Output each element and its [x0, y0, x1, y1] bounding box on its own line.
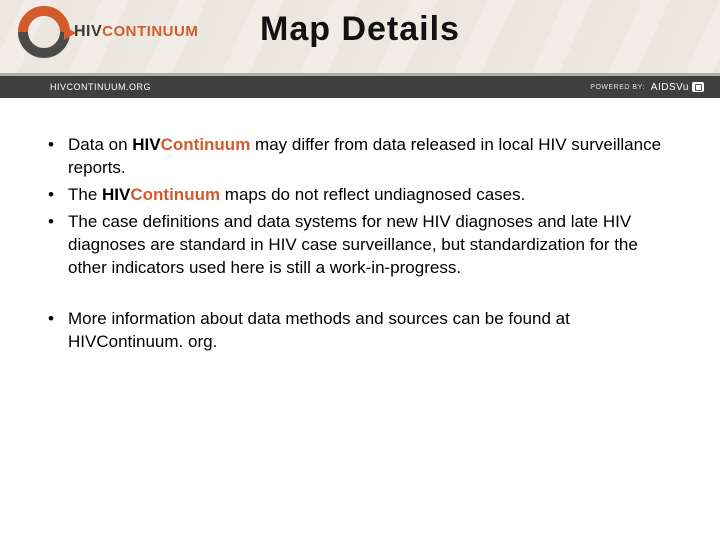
subbar-site: HIVCONTINUUM.ORG	[50, 82, 151, 92]
bullet-item: Data on HIVContinuum may differ from dat…	[44, 134, 676, 180]
aidsvu-text: AIDSVu	[651, 82, 689, 93]
text-segment: The	[68, 185, 102, 204]
bullet-list-1: Data on HIVContinuum may differ from dat…	[44, 134, 676, 280]
bullet-item: The case definitions and data systems fo…	[44, 211, 676, 280]
text-segment: Continuum	[161, 135, 251, 154]
page-title: Map Details	[0, 10, 720, 49]
subbar-powered-by: POWERED BY: AIDSVu	[590, 82, 704, 93]
text-segment: Continuum	[130, 185, 220, 204]
powered-by-brand: AIDSVu	[651, 82, 704, 93]
bullet-list-2: More information about data methods and …	[44, 308, 676, 354]
text-segment: HIV	[102, 185, 130, 204]
text-segment: maps do not reflect undiagnosed cases.	[220, 185, 525, 204]
map-icon	[692, 82, 704, 92]
header-divider	[0, 73, 720, 76]
text-segment: Data on	[68, 135, 132, 154]
text-segment: The case definitions and data systems fo…	[68, 212, 638, 277]
content: Data on HIVContinuum may differ from dat…	[0, 98, 720, 354]
bullet-item: The HIVContinuum maps do not reflect und…	[44, 184, 676, 207]
text-segment: More information about data methods and …	[68, 309, 570, 351]
powered-by-label: POWERED BY:	[590, 84, 645, 91]
bullet-item: More information about data methods and …	[44, 308, 676, 354]
subbar: HIVCONTINUUM.ORG POWERED BY: AIDSVu	[0, 76, 720, 98]
header: HIV CONTINUUM Map Details	[0, 0, 720, 76]
text-segment: HIV	[132, 135, 160, 154]
